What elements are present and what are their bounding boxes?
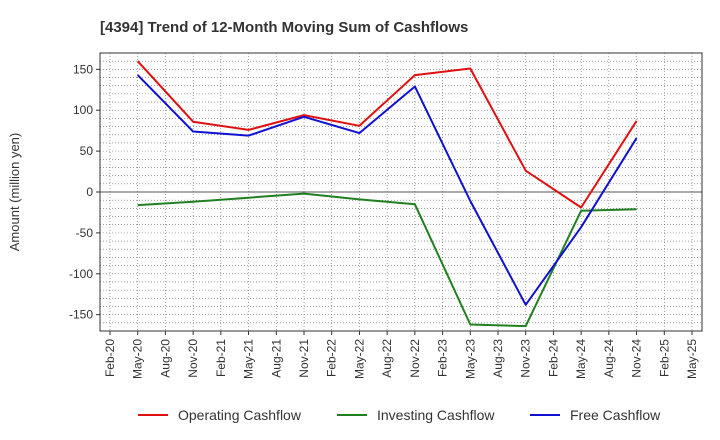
x-axis: Feb-20 May-20 Aug-20 Nov-20 Feb-21 May-21 Aug-… [103,331,699,379]
y-tick-label: 50 [80,144,94,158]
legend: Operating Cashflow Investing Cashflow Free… [138,407,661,423]
x-tick-label: Feb-20 [103,339,117,377]
x-tick-label: Nov-23 [519,339,533,378]
x-tick-label: Aug-24 [602,339,616,378]
y-tick-label: -150 [69,308,93,322]
y-axis-label: Amount (million yen) [7,133,22,252]
x-tick-label: Aug-22 [380,339,394,378]
x-tick-label: Nov-22 [408,339,422,378]
x-tick-label: May-24 [574,339,588,379]
y-tick-label: -100 [69,267,93,281]
series-line-investing-cashflow [137,192,637,328]
x-tick-label: May-21 [242,339,256,379]
x-tick-label: Feb-25 [657,339,671,377]
x-tick-label: May-23 [463,339,477,379]
y-tick-label: 100 [73,103,93,117]
x-tick-label: Feb-23 [436,339,450,377]
x-tick-label: Feb-21 [214,339,228,377]
y-tick-label: 150 [73,62,93,76]
grid-lines [100,53,702,331]
x-tick-label: May-25 [685,339,699,379]
chart-title: [4394] Trend of 12-Month Moving Sum of C… [100,19,468,36]
series-line-free-cashflow [136,74,638,306]
x-tick-label: May-22 [352,339,366,379]
x-tick-label: Feb-24 [546,339,560,377]
y-tick-label: -50 [76,226,94,240]
x-tick-label: Nov-24 [630,339,644,378]
plot-frame [99,52,703,332]
series-lines [136,60,638,328]
x-tick-label: May-20 [131,339,145,379]
x-tick-label: Feb-22 [325,339,339,377]
x-tick-label: Nov-21 [297,339,311,378]
y-tick-label: 0 [86,185,93,199]
legend-label-operating-cashflow: Operating Cashflow [178,407,302,423]
y-axis: 150 100 50 0 -50 -100 -150 [69,62,100,322]
legend-label-free-cashflow: Free Cashflow [570,407,661,423]
legend-label-investing-cashflow: Investing Cashflow [377,407,495,423]
x-tick-label: Aug-20 [158,339,172,378]
x-tick-label: Aug-23 [491,339,505,378]
x-tick-label: Nov-20 [186,339,200,378]
x-tick-label: Aug-21 [269,339,283,378]
series-line-operating-cashflow [136,60,638,209]
